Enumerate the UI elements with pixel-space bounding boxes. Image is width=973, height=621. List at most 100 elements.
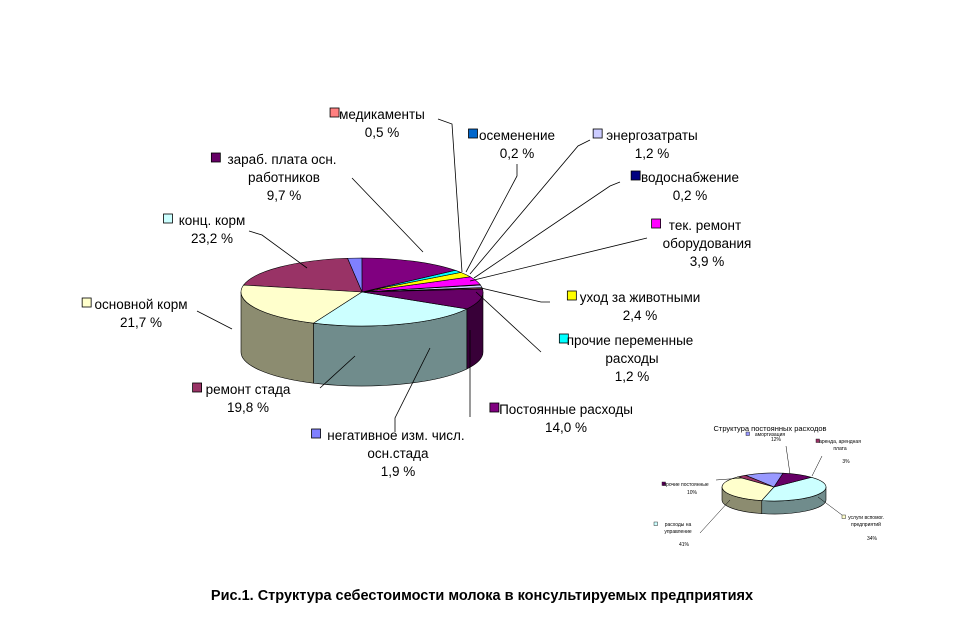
main-category-label: конц. корм (179, 213, 246, 228)
mini-label-прочие-постоянные: прочие постоянные 10% (661, 481, 709, 496)
main-leader-line-основной-корм (196, 310, 233, 330)
main-value-label: 0,2 % (673, 188, 708, 203)
main-leader-line-водоснабжение (473, 181, 621, 279)
main-leader-line-прочие-переменные-расходы (475, 291, 542, 353)
main-label-медикаменты: медикаменты 0,5 % (329, 107, 425, 140)
main-category-label: тек. ремонт (669, 218, 741, 233)
main-pie-chart (240, 257, 484, 387)
main-slice-основной-корм (240, 284, 363, 324)
mini-leader-line-амортизация (785, 445, 791, 475)
main-value-label: 2,4 % (623, 308, 658, 323)
mini-value-label: 3% (842, 459, 850, 465)
mini-category-label: управление (664, 529, 692, 535)
main-category-label: оборудования (663, 236, 752, 251)
main-value-label: 1,2 % (635, 146, 670, 161)
main-value-label: 23,2 % (191, 231, 233, 246)
mini-legend-swatch-аренда-арендная-плата (815, 438, 820, 443)
main-category-label: Постоянные расходы (499, 402, 633, 417)
mini-leader-line-услуги-вспомог-предприятий (817, 496, 843, 516)
mini-slice-расходы-на-управление (761, 476, 827, 502)
main-legend-swatch-прочие-переменные-расходы (558, 333, 569, 344)
main-pie-leader-lines (196, 118, 648, 432)
mini-legend-swatch-услуги-вспомог-предприятий (841, 514, 846, 519)
main-category-label: негативное изм. числ. (327, 428, 464, 443)
fixed-costs-leader-lines (699, 445, 843, 534)
main-category-label: основной корм (94, 297, 187, 312)
main-leader-line-ремонт-стада (319, 355, 356, 389)
fixed-costs-title: Структура постоянных расходов (713, 424, 826, 433)
main-leader-line-тек-ремонт-оборудования (469, 237, 648, 282)
main-value-label: 21,7 % (120, 315, 162, 330)
mini-label-услуги-вспомог-предприятий: услуги вспомог.предприятий 34% (841, 514, 884, 542)
main-legend-swatch-ремонт-стада (192, 382, 203, 393)
main-category-label: осн.стада (367, 446, 429, 461)
mini-category-label: услуги вспомог. (848, 515, 884, 521)
main-value-label: 1,2 % (615, 369, 650, 384)
main-leader-line-негативное-изм-числ-осн-стада (394, 347, 431, 432)
main-label-негативное-изм-числ-осн-стада: негативное изм. числ. осн.стада 1,9 % (311, 428, 465, 479)
main-slice-зараб-плата-осн-работников (361, 288, 484, 310)
main-leader-line-осеменение (465, 164, 518, 273)
mini-value-label: 34% (867, 536, 878, 542)
main-category-label: осеменение (479, 128, 555, 143)
main-category-label: расходы (605, 351, 658, 366)
mini-category-label: амортизация (755, 432, 785, 438)
main-category-label: прочие переменные (567, 333, 694, 348)
main-value-label: 3,9 % (690, 254, 725, 269)
main-legend-swatch-зараб-плата-осн-работников (210, 152, 221, 163)
main-category-label: ремонт стада (206, 382, 291, 397)
main-label-ремонт-стада: ремонт стада 19,8 % (192, 382, 291, 415)
figure-caption: Рис.1. Структура себестоимости молока в … (211, 588, 753, 604)
main-category-label: водоснабжение (641, 170, 739, 185)
main-legend-swatch-негативное-изм-числ-осн-стада (311, 428, 321, 439)
main-label-зараб-плата-осн-работников: зараб. плата осн. работников 9,7 % (210, 152, 337, 203)
main-legend-swatch-основной-корм (81, 297, 92, 308)
main-label-водоснабжение: водоснабжение 0,2 % (630, 170, 739, 203)
main-legend-swatch-осеменение (468, 128, 478, 139)
mini-slice-услуги-вспомог-предприятий (721, 476, 775, 501)
fixed-costs-pie-chart (721, 472, 827, 515)
main-slice-постоянные-расходы (361, 257, 457, 293)
mini-category-label: плата (833, 446, 847, 452)
main-category-label: работников (248, 170, 320, 185)
main-label-постоянные-расходы: Постоянные расходы 14,0 % (489, 402, 633, 435)
mini-category-label: прочие постоянные (663, 482, 709, 488)
main-legend-swatch-водоснабжение (630, 170, 641, 181)
main-label-уход-за-животными: уход за животными 2,4 % (566, 290, 701, 323)
main-value-label: 1,9 % (381, 464, 416, 479)
main-slice-конц-корм (312, 291, 468, 327)
main-label-конц-корм: конц. корм 23,2 % (163, 213, 246, 246)
main-value-label: 9,7 % (267, 188, 302, 203)
main-label-тек-ремонт-оборудования: тек. ремонт оборудования 3,9 % (651, 218, 752, 269)
mini-value-label: 12% (771, 437, 782, 443)
main-leader-line-зараб-плата-осн-работников (351, 177, 424, 253)
main-value-label: 0,2 % (500, 146, 535, 161)
main-label-осеменение: осеменение 0,2 % (468, 128, 555, 161)
main-legend-swatch-постоянные-расходы (489, 402, 500, 413)
main-value-label: 14,0 % (545, 420, 587, 435)
mini-value-label: 10% (687, 490, 698, 496)
main-legend-swatch-энергозатраты (592, 128, 603, 139)
main-category-label: зараб. плата осн. (227, 152, 336, 167)
mini-slice-прочие-постоянные (773, 472, 813, 488)
main-slice-ремонт-стада (242, 257, 363, 293)
main-category-label: уход за животными (580, 290, 701, 305)
main-pie-labels: медикаменты 0,5 % осеменение 0,2 % энергозат… (81, 107, 752, 479)
mini-leader-line-аренда-арендная-плата (811, 455, 823, 477)
mini-leader-line-прочие-постоянные (715, 477, 743, 481)
mini-category-label: аренда, арендная (819, 439, 861, 445)
mini-category-label: расходы на (665, 522, 692, 528)
main-category-label: медикаменты (339, 107, 425, 122)
mini-legend-swatch-прочие-постоянные (661, 481, 666, 486)
mini-leader-line-расходы-на-управление (699, 499, 731, 534)
main-legend-swatch-медикаменты (329, 107, 340, 118)
main-legend-swatch-конц-корм (163, 213, 173, 224)
main-legend-swatch-уход-за-животными (566, 290, 577, 301)
main-leader-line-конц-корм (248, 230, 308, 269)
mini-legend-swatch-амортизация (745, 431, 750, 436)
